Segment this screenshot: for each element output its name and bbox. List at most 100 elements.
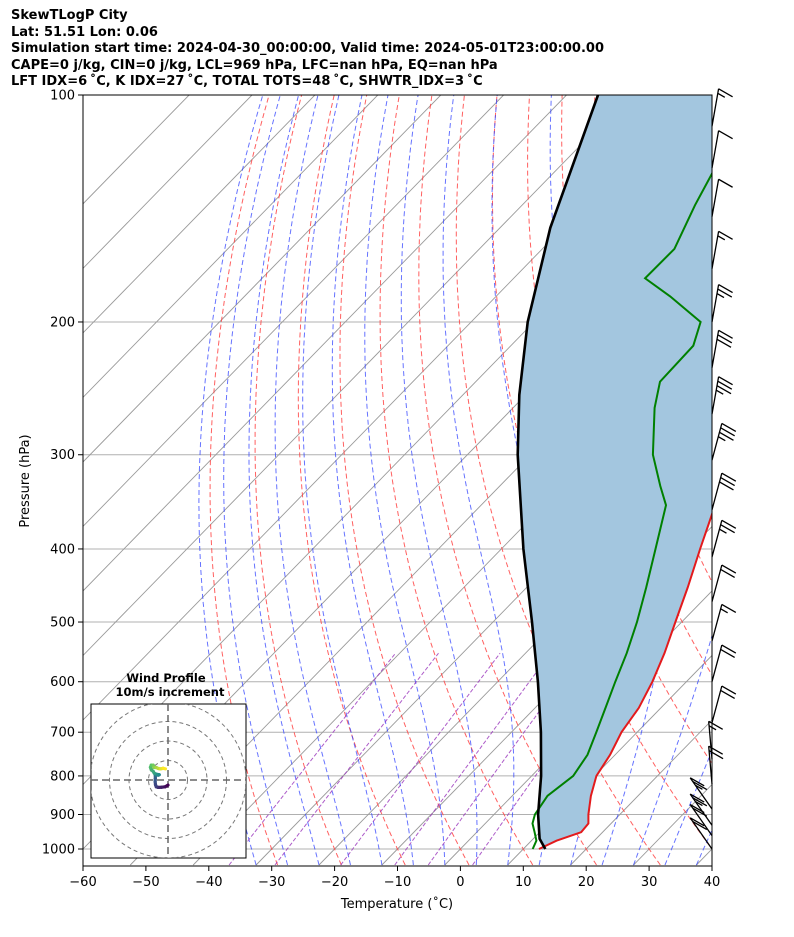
barb-flag [721,422,737,433]
barb-flag [718,329,733,339]
moist-adiabat-line [223,95,289,866]
moist-adiabat-line [364,95,446,865]
mixing-ratio-line [228,652,396,866]
cape-line: CAPE=0 j/kg, CIN=0 j/kg, LCL=969 hPa, LF… [11,57,498,73]
dry-adiabat-line [790,95,794,865]
y-tick-label: 100 [50,89,75,104]
barb-flag [718,178,733,188]
time-line: Simulation start time: 2024-04-30_00:00:… [11,41,604,56]
barb-half-flag [719,528,727,534]
x-tick-label: −10 [384,875,411,890]
barb-staff [711,179,720,217]
moist-adiabat-line [491,95,558,866]
barb-half-flag [695,801,703,807]
wind-barb [711,472,737,511]
mixing-ratio-line [394,652,552,866]
hodograph-plot [91,704,246,858]
moist-adiabat-line [248,95,320,866]
moist-adiabat-line [633,95,712,866]
barb-flag [716,385,732,395]
x-tick-label: 20 [578,875,595,890]
x-tick-label: −50 [132,875,159,890]
wind-barb [711,376,733,415]
barb-staff [689,793,713,826]
dry-adiabat-line [254,95,342,866]
wind-barb [711,519,737,558]
y-tick-label: 900 [50,808,75,823]
wind-barb [689,777,713,810]
hodograph-title: Wind Profile [126,671,206,685]
dry-adiabat-line [379,95,534,866]
barb-half-flag [717,436,726,442]
y-tick-label: 300 [50,448,75,463]
barb-flag [721,472,737,482]
wind-barb [711,283,733,323]
barb-staff [689,804,713,837]
wind-barb [711,230,733,269]
barb-flag [719,431,734,441]
barb-staff [711,644,723,682]
moist-adiabat-line [400,95,478,865]
moist-adiabat-line [198,95,264,866]
barb-flag [689,793,705,803]
wind-barb [711,644,737,682]
y-tick-label: 500 [50,616,75,631]
wind-barb [711,178,733,217]
mixing-ratio-line [274,652,439,866]
barb-staff [708,746,713,785]
temperature-line [538,511,712,850]
barb-staff [708,721,713,760]
hodograph-inset: Wind Profile 10m/s increment [90,671,247,859]
barb-flag [689,817,705,827]
wind-barb [711,422,737,461]
barb-staff [711,130,720,169]
barb-half-flag [717,235,726,241]
parcel-line [516,95,600,850]
chart-header: SkewTLogP City Lat: 51.51 Lon: 0.06 Simu… [11,8,604,91]
barb-flag [718,283,733,294]
wind-barb [711,603,737,642]
barb-flag [720,689,735,699]
y-tick-label: 200 [50,315,75,330]
wind-barb [689,817,713,850]
barb-staff [711,423,723,461]
barb-flag [719,481,734,491]
barb-staff [711,284,720,323]
y-tick-label: 600 [50,675,75,690]
barb-flag [721,519,737,529]
moist-adiabat-line [664,749,712,866]
x-tick-label: 40 [704,875,721,890]
barb-flag [721,685,737,695]
dry-adiabat-line [209,95,279,866]
isotherm-line [129,267,712,866]
x-axis-label: Temperature (˚C) [340,896,453,912]
y-tick-label: 1000 [42,843,75,858]
dry-adiabat-line [339,95,470,866]
location-line: Lat: 51.51 Lon: 0.06 [11,24,158,40]
barb-staff [689,817,713,850]
barb-half-flag [716,292,725,299]
x-tick-label: 30 [641,875,658,890]
barb-flag [718,376,733,386]
moist-adiabat-line [442,95,515,866]
x-tick-label: 0 [456,875,464,890]
wind-barb [689,793,713,826]
barb-staff [711,88,720,127]
barb-flag [721,644,737,654]
barb-half-flag [717,92,726,98]
moist-adiabat-line [302,95,383,866]
barb-half-flag [695,784,703,790]
mixing-ratio-line [472,652,624,866]
barb-flag [689,777,705,787]
barb-staff [711,472,723,511]
wind-barb [711,130,733,169]
barb-flag [692,797,708,807]
barb-flag [718,230,733,240]
isotherm-line [83,95,504,528]
barb-flag [692,781,708,791]
barb-staff [711,604,723,642]
dry-adiabat-line [757,95,794,865]
cin-shading [517,95,712,849]
barb-staff [711,685,723,723]
